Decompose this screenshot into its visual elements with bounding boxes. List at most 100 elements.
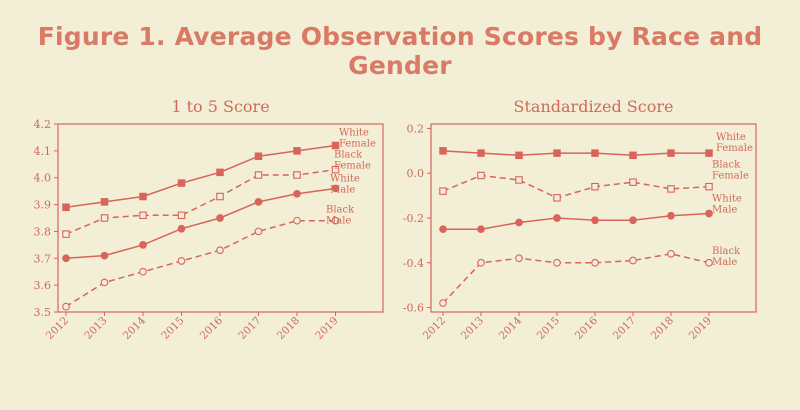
series-line (442, 174, 710, 199)
data-point (216, 192, 224, 201)
data-point (293, 171, 301, 179)
data-point (62, 230, 70, 238)
data-point (439, 225, 447, 234)
data-point (553, 214, 561, 222)
data-point (591, 149, 599, 157)
data-point (629, 256, 637, 265)
y-tick-label: 3.7 (34, 252, 52, 265)
x-tick-label: 2016 (198, 314, 226, 342)
data-point (216, 214, 224, 222)
panel-title: Standardized Score (514, 97, 674, 116)
data-point (177, 257, 186, 265)
data-point (667, 249, 675, 258)
data-point (100, 214, 109, 222)
x-tick-label: 2018 (649, 315, 676, 342)
x-tick-label: 2013 (459, 315, 486, 342)
data-point (177, 211, 186, 220)
data-point (477, 258, 485, 267)
series-label: Female (716, 143, 753, 154)
data-point (629, 216, 637, 225)
data-point (705, 182, 713, 191)
data-point (553, 149, 561, 157)
data-point (477, 149, 485, 157)
data-point (515, 176, 523, 184)
series-label: Black (334, 150, 363, 161)
data-point (515, 254, 523, 263)
data-point (629, 151, 637, 160)
y-tick-label: 3.9 (34, 199, 52, 212)
data-point (591, 182, 599, 191)
y-tick-label: 0.2 (407, 122, 425, 135)
data-point (439, 299, 447, 307)
data-point (331, 165, 340, 174)
data-point (667, 185, 675, 193)
data-point (439, 147, 447, 155)
x-tick-label: 2019 (313, 315, 340, 342)
series-label: Black (326, 205, 355, 216)
data-point (515, 151, 523, 160)
data-point (553, 258, 561, 267)
data-point (331, 216, 340, 225)
series-line (442, 150, 709, 157)
series-label: White (716, 132, 746, 143)
y-tick-label: 3.5 (34, 306, 52, 319)
data-point (705, 209, 713, 218)
data-point (177, 179, 186, 187)
series-label: Female (712, 171, 749, 182)
data-point (139, 211, 147, 220)
data-point (100, 198, 109, 206)
series-label: Male (326, 216, 351, 227)
data-point (477, 171, 485, 180)
y-tick-label: 0.0 (407, 167, 425, 180)
data-point (629, 178, 637, 186)
data-point (553, 194, 561, 202)
series-label: Black (712, 246, 741, 257)
data-point (293, 189, 301, 198)
data-point (331, 141, 340, 150)
data-point (62, 203, 70, 212)
series-label: Female (339, 138, 376, 149)
data-point (591, 216, 599, 225)
data-point (705, 149, 713, 157)
series-line (442, 253, 710, 304)
data-point (515, 218, 523, 227)
data-point (439, 187, 447, 195)
series-line (65, 168, 336, 235)
x-tick-label: 2017 (236, 315, 263, 342)
data-point (667, 211, 675, 220)
data-point (254, 198, 263, 206)
x-tick-label: 2015 (535, 315, 562, 342)
x-tick-label: 2013 (82, 315, 109, 342)
data-point (139, 192, 147, 201)
y-tick-label: -0.6 (403, 302, 424, 315)
data-point (254, 171, 263, 179)
x-tick-label: 2015 (159, 315, 186, 342)
data-point (254, 152, 263, 160)
figure-title: Figure 1. Average Observation Scores by … (37, 22, 763, 80)
data-point (62, 302, 70, 311)
series-label: Male (712, 205, 737, 216)
series-line (443, 212, 710, 230)
series-line (65, 219, 336, 308)
y-tick-label: 4.2 (34, 118, 52, 131)
data-point (331, 184, 340, 193)
data-point (705, 258, 713, 267)
data-point (591, 258, 599, 267)
data-point (62, 254, 70, 263)
data-point (667, 149, 675, 157)
y-tick-label: -0.2 (403, 212, 424, 225)
series-line (65, 144, 336, 209)
data-point (177, 224, 186, 233)
series-label: White (330, 173, 360, 184)
y-tick-label: 3.8 (34, 225, 52, 238)
panel-title: 1 to 5 Score (171, 97, 269, 116)
y-tick-label: -0.4 (403, 257, 424, 270)
data-point (139, 241, 147, 249)
x-tick-label: 2019 (687, 315, 714, 342)
data-point (254, 227, 263, 236)
series-label: Female (334, 161, 371, 172)
data-point (139, 267, 147, 276)
x-tick-label: 2016 (573, 314, 601, 342)
x-tick-label: 2014 (121, 314, 149, 342)
